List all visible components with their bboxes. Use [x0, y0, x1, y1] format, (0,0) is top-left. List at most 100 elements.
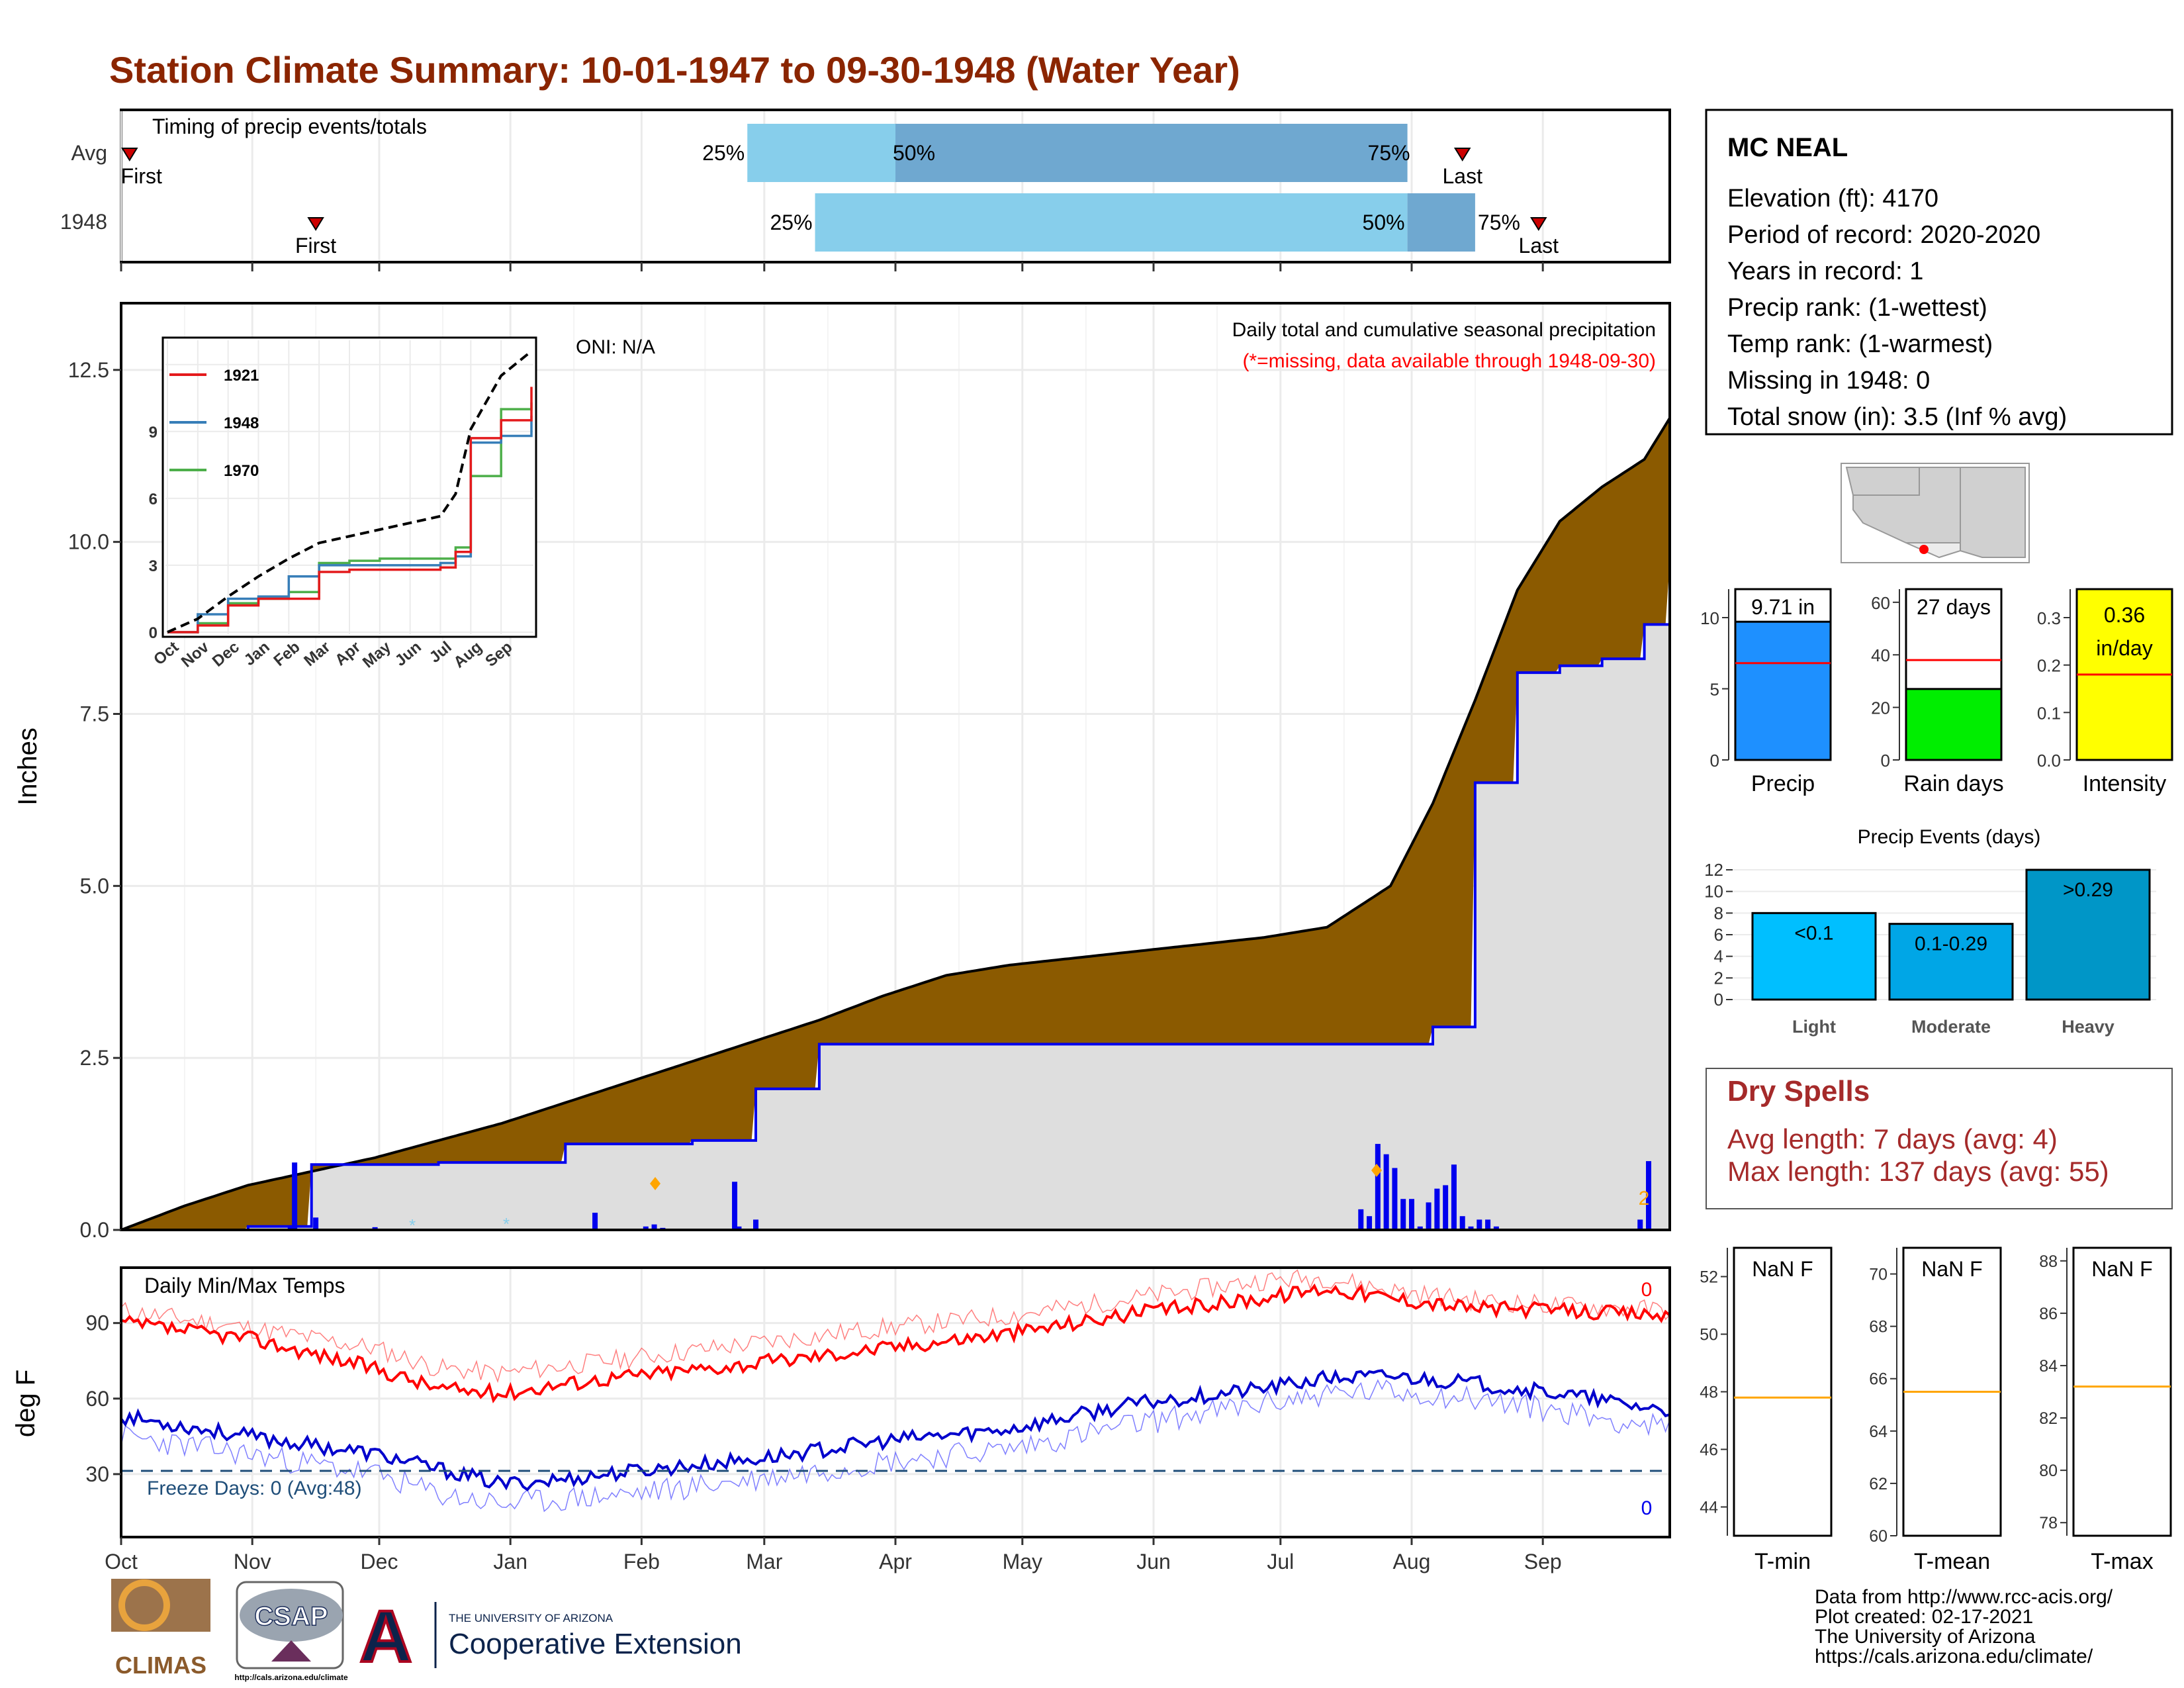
- tmin-average-line: [120, 1379, 1670, 1513]
- daily-precip-bar: [372, 1227, 378, 1230]
- daily-precip-bar: [732, 1182, 738, 1230]
- tmax-average-line: [120, 1269, 1670, 1383]
- events-bar-label: <0.1: [1794, 922, 1833, 944]
- precip-y-axis: 0.0 2.5 5.0 7.5 10.0 12.5: [68, 358, 121, 1242]
- last-event-marker: [1453, 148, 1471, 162]
- events-bar: [2025, 868, 2151, 1001]
- temp-summary-label: T-mean: [1914, 1549, 1990, 1574]
- temp-summary-y-tick-label: 50: [1700, 1326, 1718, 1344]
- dry-spells-box: Dry Spells Avg length: 7 days (avg: 4) M…: [1706, 1068, 2173, 1209]
- minibar-y-tick-label: 0.3: [2037, 608, 2061, 628]
- temp-y-tick-label: 60: [85, 1387, 109, 1411]
- missing-count: 2: [1639, 1188, 1650, 1209]
- temp-summary-y-tick-label: 70: [1869, 1266, 1888, 1284]
- timing-label-50: 50%: [893, 141, 935, 165]
- min-missing-count: 0: [1641, 1497, 1653, 1519]
- events-y-tick-label: 4: [1714, 947, 1723, 966]
- events-category-label: Light: [1792, 1017, 1836, 1037]
- temp-summary-frame: [2072, 1246, 2172, 1537]
- month-tick-label: Mar: [746, 1550, 782, 1573]
- temp-summary-label: T-max: [2091, 1549, 2153, 1574]
- precip-y-tick-label: 0.0: [80, 1218, 109, 1242]
- month-tick-label: Oct: [105, 1550, 138, 1573]
- dry-spells-max: Max length: 137 days (avg: 55): [1727, 1156, 2109, 1187]
- precip-y-tick-label: 12.5: [68, 358, 109, 382]
- temp-panel: Daily Min/Max Temps Freeze Days: 0 (Avg:…: [11, 1266, 1671, 1573]
- timing-row-label-year: 1948: [60, 210, 107, 234]
- timing-bars: 25% 50% 75% First Last 25% 50% 75% First Last: [121, 124, 1559, 258]
- daily-precip-bar: [1468, 1226, 1474, 1230]
- max-missing-count: 0: [1641, 1279, 1653, 1301]
- daily-precip-bar: [1358, 1209, 1364, 1230]
- last-event-marker: [1530, 217, 1547, 231]
- daily-precip-bar: [287, 1226, 293, 1230]
- minibar-y-tick-label: 20: [1871, 698, 1890, 718]
- minibar-y-tick-label: 40: [1871, 645, 1890, 665]
- inset-series-average: [167, 350, 533, 633]
- events-y-tick-label: 8: [1714, 903, 1723, 923]
- tmax-1948-line: [120, 1283, 1671, 1403]
- station-line: Missing in 1948: 0: [1727, 367, 1930, 395]
- daily-precip-bar: [1459, 1216, 1465, 1230]
- inset-series-1921: [167, 387, 533, 633]
- daily-precip-bar: [1485, 1219, 1491, 1230]
- footer-line: Plot created: 02-17-2021: [1815, 1606, 2033, 1628]
- map-region: [1845, 467, 1920, 496]
- daily-precip-bar: [1409, 1199, 1414, 1230]
- csap-logo-text: CSAP: [254, 1602, 328, 1631]
- timing-bar-25-50: [815, 193, 1408, 252]
- daily-precip-bar: [1434, 1188, 1440, 1230]
- minibar-value-label: 0.36: [2104, 603, 2145, 627]
- daily-precip-bar: [1367, 1216, 1373, 1230]
- inset-y-tick-label: 3: [149, 557, 158, 575]
- temp-summary-y-tick-label: 52: [1700, 1268, 1718, 1287]
- first-event-marker: [307, 217, 324, 231]
- location-map: [1841, 463, 2030, 563]
- station-line: Period of record: 2020-2020: [1727, 221, 2040, 249]
- temp-summary-value: NaN F: [1921, 1257, 1982, 1281]
- daily-precip-bar: [1451, 1164, 1457, 1230]
- month-tick-label: Dec: [361, 1550, 398, 1573]
- temp-summary-y-tick-label: 48: [1700, 1383, 1718, 1402]
- temp-summary-value: NaN F: [2091, 1257, 2152, 1281]
- minibar-category-label: Precip: [1751, 771, 1815, 796]
- daily-precip-bar: [1646, 1161, 1652, 1230]
- footer-line: https://cals.arizona.edu/climate/: [1815, 1646, 2093, 1667]
- daily-precip-bar: [292, 1162, 298, 1230]
- daily-precip-bars: [287, 1144, 1652, 1230]
- temp-summary-y-tick-label: 46: [1700, 1441, 1718, 1460]
- month-tick-label: Jun: [1136, 1550, 1171, 1573]
- minibar-y-tick-label: 10: [1700, 608, 1719, 628]
- events-bar: [1888, 923, 2014, 1001]
- climas-logo: CLIMAS: [111, 1579, 210, 1679]
- csap-logo: CSAP http://cals.arizona.edu/climate: [234, 1581, 348, 1682]
- temp-summary-y-tick-label: 78: [2039, 1514, 2058, 1532]
- temp-summary-y-tick-label: 80: [2039, 1462, 2058, 1480]
- climas-logo-ring: [118, 1579, 170, 1631]
- timing-bar-50-75: [1407, 193, 1475, 252]
- minibar-category-label: Intensity: [2083, 771, 2167, 796]
- temp-summary-y-tick-label: 82: [2039, 1409, 2058, 1428]
- timing-bar-50-75: [895, 124, 1408, 182]
- snow-marker: [650, 1177, 660, 1190]
- daily-precip-bar: [1493, 1226, 1499, 1230]
- new-mexico-shape: [1960, 467, 2026, 558]
- minibar-y-tick-label: 60: [1871, 593, 1890, 613]
- tmin-1948-line: [120, 1368, 1670, 1491]
- minibar-y-tick-label: 0: [1710, 751, 1719, 771]
- snow-marker: [1371, 1164, 1382, 1177]
- events-category-label: Moderate: [1911, 1017, 1991, 1037]
- minibar-value-label: 9.71 in: [1751, 595, 1815, 619]
- timing-label-75: 75%: [1368, 141, 1410, 165]
- temp-lines: [120, 1269, 1671, 1513]
- precip-frame: [120, 302, 1671, 1231]
- legend-note: (*=missing, data available through 1948-…: [1242, 350, 1656, 372]
- missing-marker: *: [503, 1214, 510, 1234]
- month-tick-label: Feb: [623, 1550, 660, 1573]
- station-line: Years in record: 1: [1727, 258, 1923, 285]
- footer-line: Data from http://www.rcc-acis.org/: [1815, 1586, 2113, 1608]
- precip-y-label: Inches: [13, 727, 42, 806]
- daily-precip-bar: [1443, 1185, 1449, 1230]
